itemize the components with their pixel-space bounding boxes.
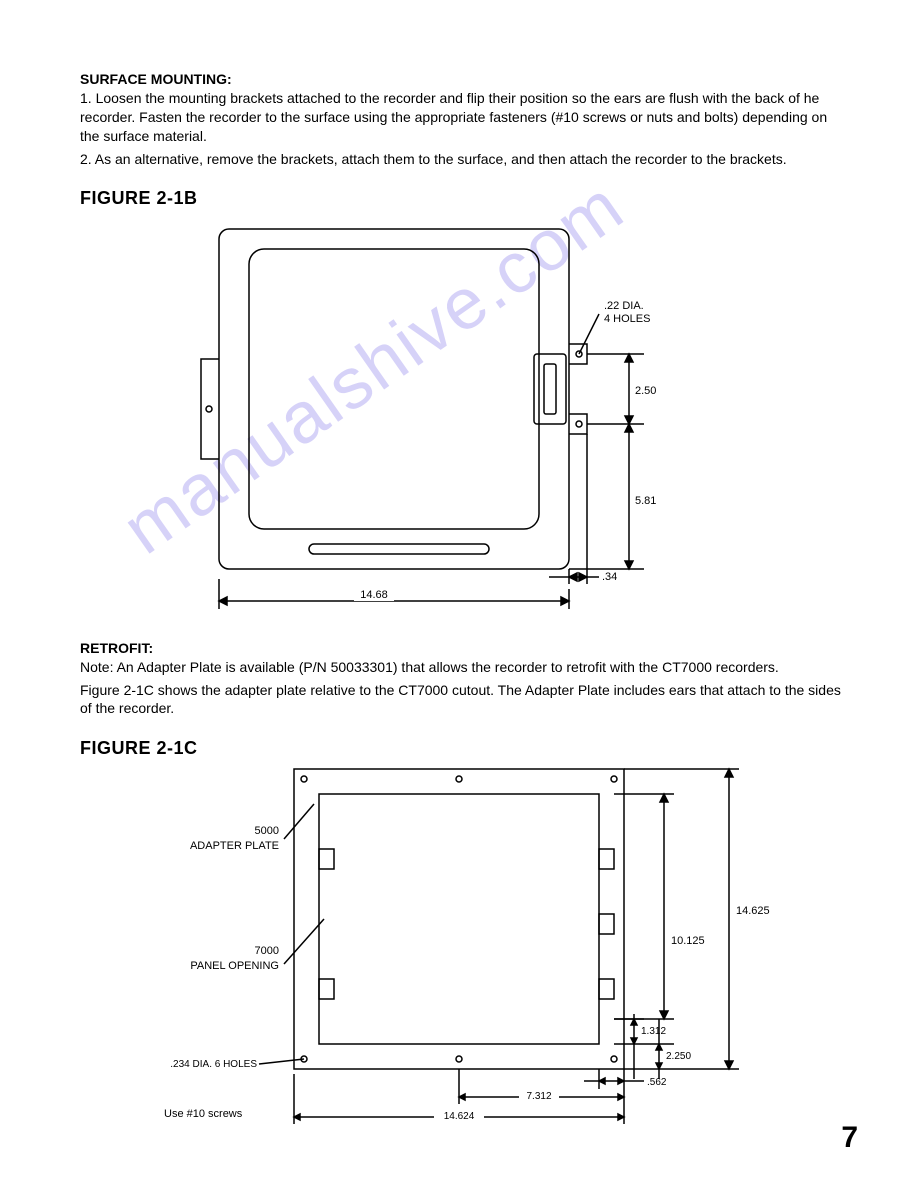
label-5000: 5000 (255, 825, 279, 837)
dim-10-125: 10.125 (671, 935, 705, 947)
dim-7-312: 7.312 (526, 1091, 551, 1102)
hole-note-line2: 4 HOLES (604, 313, 650, 325)
figure-2-1b-diagram: .22 DIA. 4 HOLES 2.50 5.81 .34 14.68 14.… (80, 219, 848, 619)
figure-2-1c-title: FIGURE 2-1C (80, 736, 220, 760)
label-panel-opening: PANEL OPENING (190, 960, 279, 972)
label-hole-note: .234 DIA. 6 HOLES (170, 1059, 257, 1070)
label-7000: 7000 (255, 945, 279, 957)
dim-1-312: 1.312 (641, 1026, 666, 1037)
dim-14-624: 14.624 (444, 1111, 475, 1122)
dim-14-625: 14.625 (736, 905, 770, 917)
dim-5-81: 5.81 (635, 495, 656, 507)
dim-14-68b: 14.68 (360, 589, 388, 601)
dim-2-250: 2.250 (666, 1051, 691, 1062)
dim-34: .34 (602, 571, 617, 583)
surface-mounting-para2: 2. As an alternative, remove the bracket… (80, 150, 848, 169)
label-adapter-plate: ADAPTER PLATE (190, 840, 279, 852)
hole-note-line1: .22 DIA. (604, 300, 644, 312)
surface-mounting-heading: SURFACE MOUNTING: (80, 70, 848, 89)
label-use-screws: Use #10 screws (164, 1108, 243, 1120)
retrofit-para2: Figure 2-1C shows the adapter plate rela… (80, 681, 848, 719)
surface-mounting-para1: 1. Loosen the mounting brackets attached… (80, 89, 848, 146)
dim-562: .562 (647, 1077, 667, 1088)
figure-2-1b-title: FIGURE 2-1B (80, 186, 848, 210)
surface-mounting-section: SURFACE MOUNTING: 1. Loosen the mounting… (80, 70, 848, 168)
retrofit-heading: RETROFIT: (80, 639, 848, 658)
retrofit-para1: Note: An Adapter Plate is available (P/N… (80, 658, 848, 677)
dim-2-50: 2.50 (635, 385, 656, 397)
figure-2-1c-diagram: 5000 ADAPTER PLATE 7000 PANEL OPENING .2… (80, 759, 848, 1139)
retrofit-section: RETROFIT: Note: An Adapter Plate is avai… (80, 639, 848, 719)
